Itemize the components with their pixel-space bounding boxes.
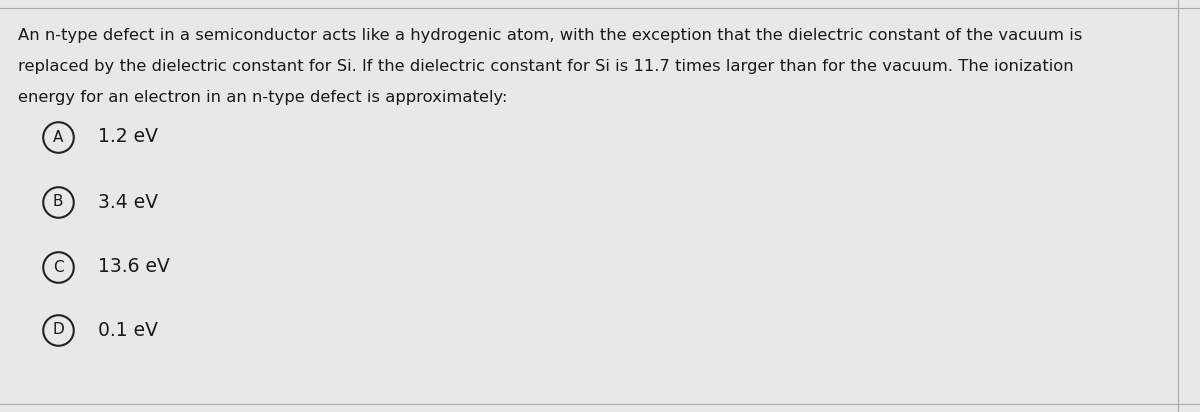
Text: energy for an electron in an n-type defect is approximately:: energy for an electron in an n-type defe… [18, 90, 508, 105]
Text: An n-type defect in a semiconductor acts like a hydrogenic atom, with the except: An n-type defect in a semiconductor acts… [18, 28, 1082, 43]
Text: C: C [53, 260, 64, 274]
Text: B: B [53, 194, 64, 209]
Text: 0.1 eV: 0.1 eV [98, 321, 158, 339]
Text: 1.2 eV: 1.2 eV [98, 127, 158, 147]
Text: 13.6 eV: 13.6 eV [98, 258, 170, 276]
Text: 3.4 eV: 3.4 eV [98, 192, 158, 211]
Text: replaced by the dielectric constant for Si. If the dielectric constant for Si is: replaced by the dielectric constant for … [18, 59, 1074, 74]
Text: D: D [52, 323, 64, 337]
Text: A: A [53, 129, 64, 145]
